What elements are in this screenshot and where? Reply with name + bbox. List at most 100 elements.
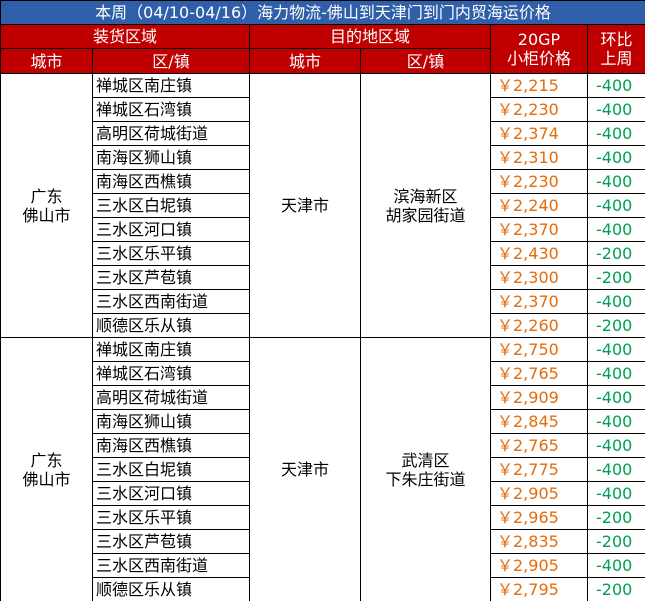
cell-text: -400 [596, 220, 633, 239]
price: ￥2,775 [490, 457, 588, 482]
price: ￥2,765 [490, 433, 588, 458]
cell-text: ￥2,909 [497, 388, 559, 407]
cell-text: 南海区西樵镇 [96, 436, 193, 455]
cell-text: 胡家园街道 [385, 205, 466, 225]
district: 南海区西樵镇 [92, 433, 250, 458]
table-row: 三水区乐平镇 ￥2,965 -200 [1, 505, 645, 530]
table-row: 禅城区石湾镇 ￥2,765 -400 [1, 361, 645, 386]
cell-text: 滨海新区 [393, 186, 458, 206]
header-cell: 城市 [249, 48, 361, 74]
cell-text: ￥2,905 [497, 484, 559, 503]
price: ￥2,905 [490, 481, 588, 506]
cell-text: 三水区乐平镇 [96, 244, 193, 263]
cell-text: -400 [596, 484, 633, 503]
cell-text: 南海区狮山镇 [96, 412, 193, 431]
cell-text: 三水区西南街道 [96, 292, 209, 311]
change: -200 [586, 265, 645, 290]
price: ￥2,300 [490, 265, 588, 290]
cell-text: -400 [596, 460, 633, 479]
district: 三水区乐平镇 [92, 505, 250, 530]
cell-text: 城市 [288, 51, 321, 71]
cell-text: -400 [596, 124, 633, 143]
cell-text: 顺德区乐从镇 [96, 316, 193, 335]
table-row: 三水区西南街道 ￥2,370 -400 [1, 289, 645, 314]
cell-text: -200 [596, 244, 633, 263]
cell-text: 区/镇 [406, 51, 445, 71]
cell-text: ￥2,300 [497, 268, 559, 287]
cell-text: 天津市 [280, 460, 329, 479]
district: 禅城区石湾镇 [92, 97, 250, 122]
header-cell: 目的地区域 [249, 24, 491, 49]
price: ￥2,835 [490, 529, 588, 554]
price: ￥2,845 [490, 409, 588, 434]
cell-text: ￥2,795 [497, 580, 559, 599]
cell-text: 三水区芦苞镇 [96, 268, 193, 287]
change: -400 [586, 409, 645, 434]
table-row: 广东 佛山市 禅城区南庄镇 天津市 武清区 下朱庄街道 ￥2,750 -400 [0, 337, 645, 601]
district: 三水区河口镇 [92, 481, 250, 506]
cell-text: 区/镇 [152, 51, 190, 71]
cell-text: -200 [596, 268, 633, 287]
change: -400 [586, 169, 645, 194]
price: ￥2,905 [490, 553, 588, 578]
change: -400 [586, 121, 645, 146]
cell-text: 三水区白坭镇 [96, 196, 193, 215]
district: 三水区乐平镇 [92, 241, 250, 266]
change: -400 [586, 457, 645, 482]
table-row: 三水区西南街道 ￥2,905 -400 [1, 553, 645, 578]
table-row: 南海区西樵镇 ￥2,230 -400 [1, 169, 645, 194]
cell-text: 下朱庄街道 [385, 469, 466, 489]
cell-text: 本周（04/10-04/16）海力物流-佛山到天津门到门内贸海运价格 [95, 3, 551, 22]
price: ￥2,965 [490, 505, 588, 530]
cell-text: 城市 [30, 51, 63, 71]
dest-district: 武清区 下朱庄街道 [360, 337, 491, 601]
cell-text: ￥2,240 [497, 196, 559, 215]
cell-text: 顺德区乐从镇 [96, 580, 193, 599]
price: ￥2,795 [490, 577, 588, 601]
cell-text: 禅城区南庄镇 [96, 340, 193, 359]
header-cell: 区/镇 [92, 48, 250, 74]
price: ￥2,240 [490, 193, 588, 218]
cell-text: 目的地区域 [329, 27, 410, 46]
table-row: 广东 佛山市 禅城区南庄镇 天津市 滨海新区 胡家园街道 ￥2,215 -400 [0, 73, 645, 338]
table-row: 三水区白坭镇 ￥2,240 -400 [1, 193, 645, 218]
cell-text: -400 [596, 292, 633, 311]
change: -200 [586, 505, 645, 530]
price: ￥2,765 [490, 361, 588, 386]
district: 三水区西南街道 [92, 289, 250, 314]
cell-text: -400 [596, 340, 633, 359]
cell-text: -400 [596, 388, 633, 407]
change: -400 [586, 385, 645, 410]
district: 三水区河口镇 [92, 217, 250, 242]
district: 禅城区石湾镇 [92, 361, 250, 386]
cell-text: ￥2,765 [497, 364, 559, 383]
dest-city: 天津市 [249, 73, 361, 338]
cell-text: 高明区荷城街道 [96, 388, 209, 407]
title: 本周（04/10-04/16）海力物流-佛山到天津门到门内贸海运价格 [0, 0, 645, 25]
cell-text: ￥2,370 [497, 292, 559, 311]
change: -400 [586, 433, 645, 458]
cell-text: ￥2,905 [497, 556, 559, 575]
dest-city: 天津市 [249, 337, 361, 601]
cell-text: 天津市 [280, 196, 329, 215]
table-row: 三水区河口镇 ￥2,370 -400 [1, 217, 645, 242]
origin-city: 广东 佛山市 [0, 73, 93, 338]
table-row: 南海区狮山镇 ￥2,310 -400 [1, 145, 645, 170]
district: 三水区白坭镇 [92, 457, 250, 482]
cell-text: 南海区西樵镇 [96, 172, 193, 191]
cell-text: 三水区芦苞镇 [96, 532, 193, 551]
header-cell: 区/镇 [360, 48, 491, 74]
cell-text: ￥2,845 [497, 412, 559, 431]
change: -400 [586, 145, 645, 170]
table-row: 南海区狮山镇 ￥2,845 -400 [1, 409, 645, 434]
district: 三水区白坭镇 [92, 193, 250, 218]
cell-text: ￥2,835 [497, 532, 559, 551]
table-row: 高明区荷城街道 ￥2,374 -400 [1, 121, 645, 146]
cell-text: 三水区白坭镇 [96, 460, 193, 479]
cell-text: -400 [596, 412, 633, 431]
cell-text: -400 [596, 100, 633, 119]
dest-district: 滨海新区 胡家园街道 [360, 73, 491, 338]
cell-text: -400 [596, 364, 633, 383]
cell-text: 三水区河口镇 [96, 220, 193, 239]
cell-text: 武清区 [401, 450, 450, 470]
